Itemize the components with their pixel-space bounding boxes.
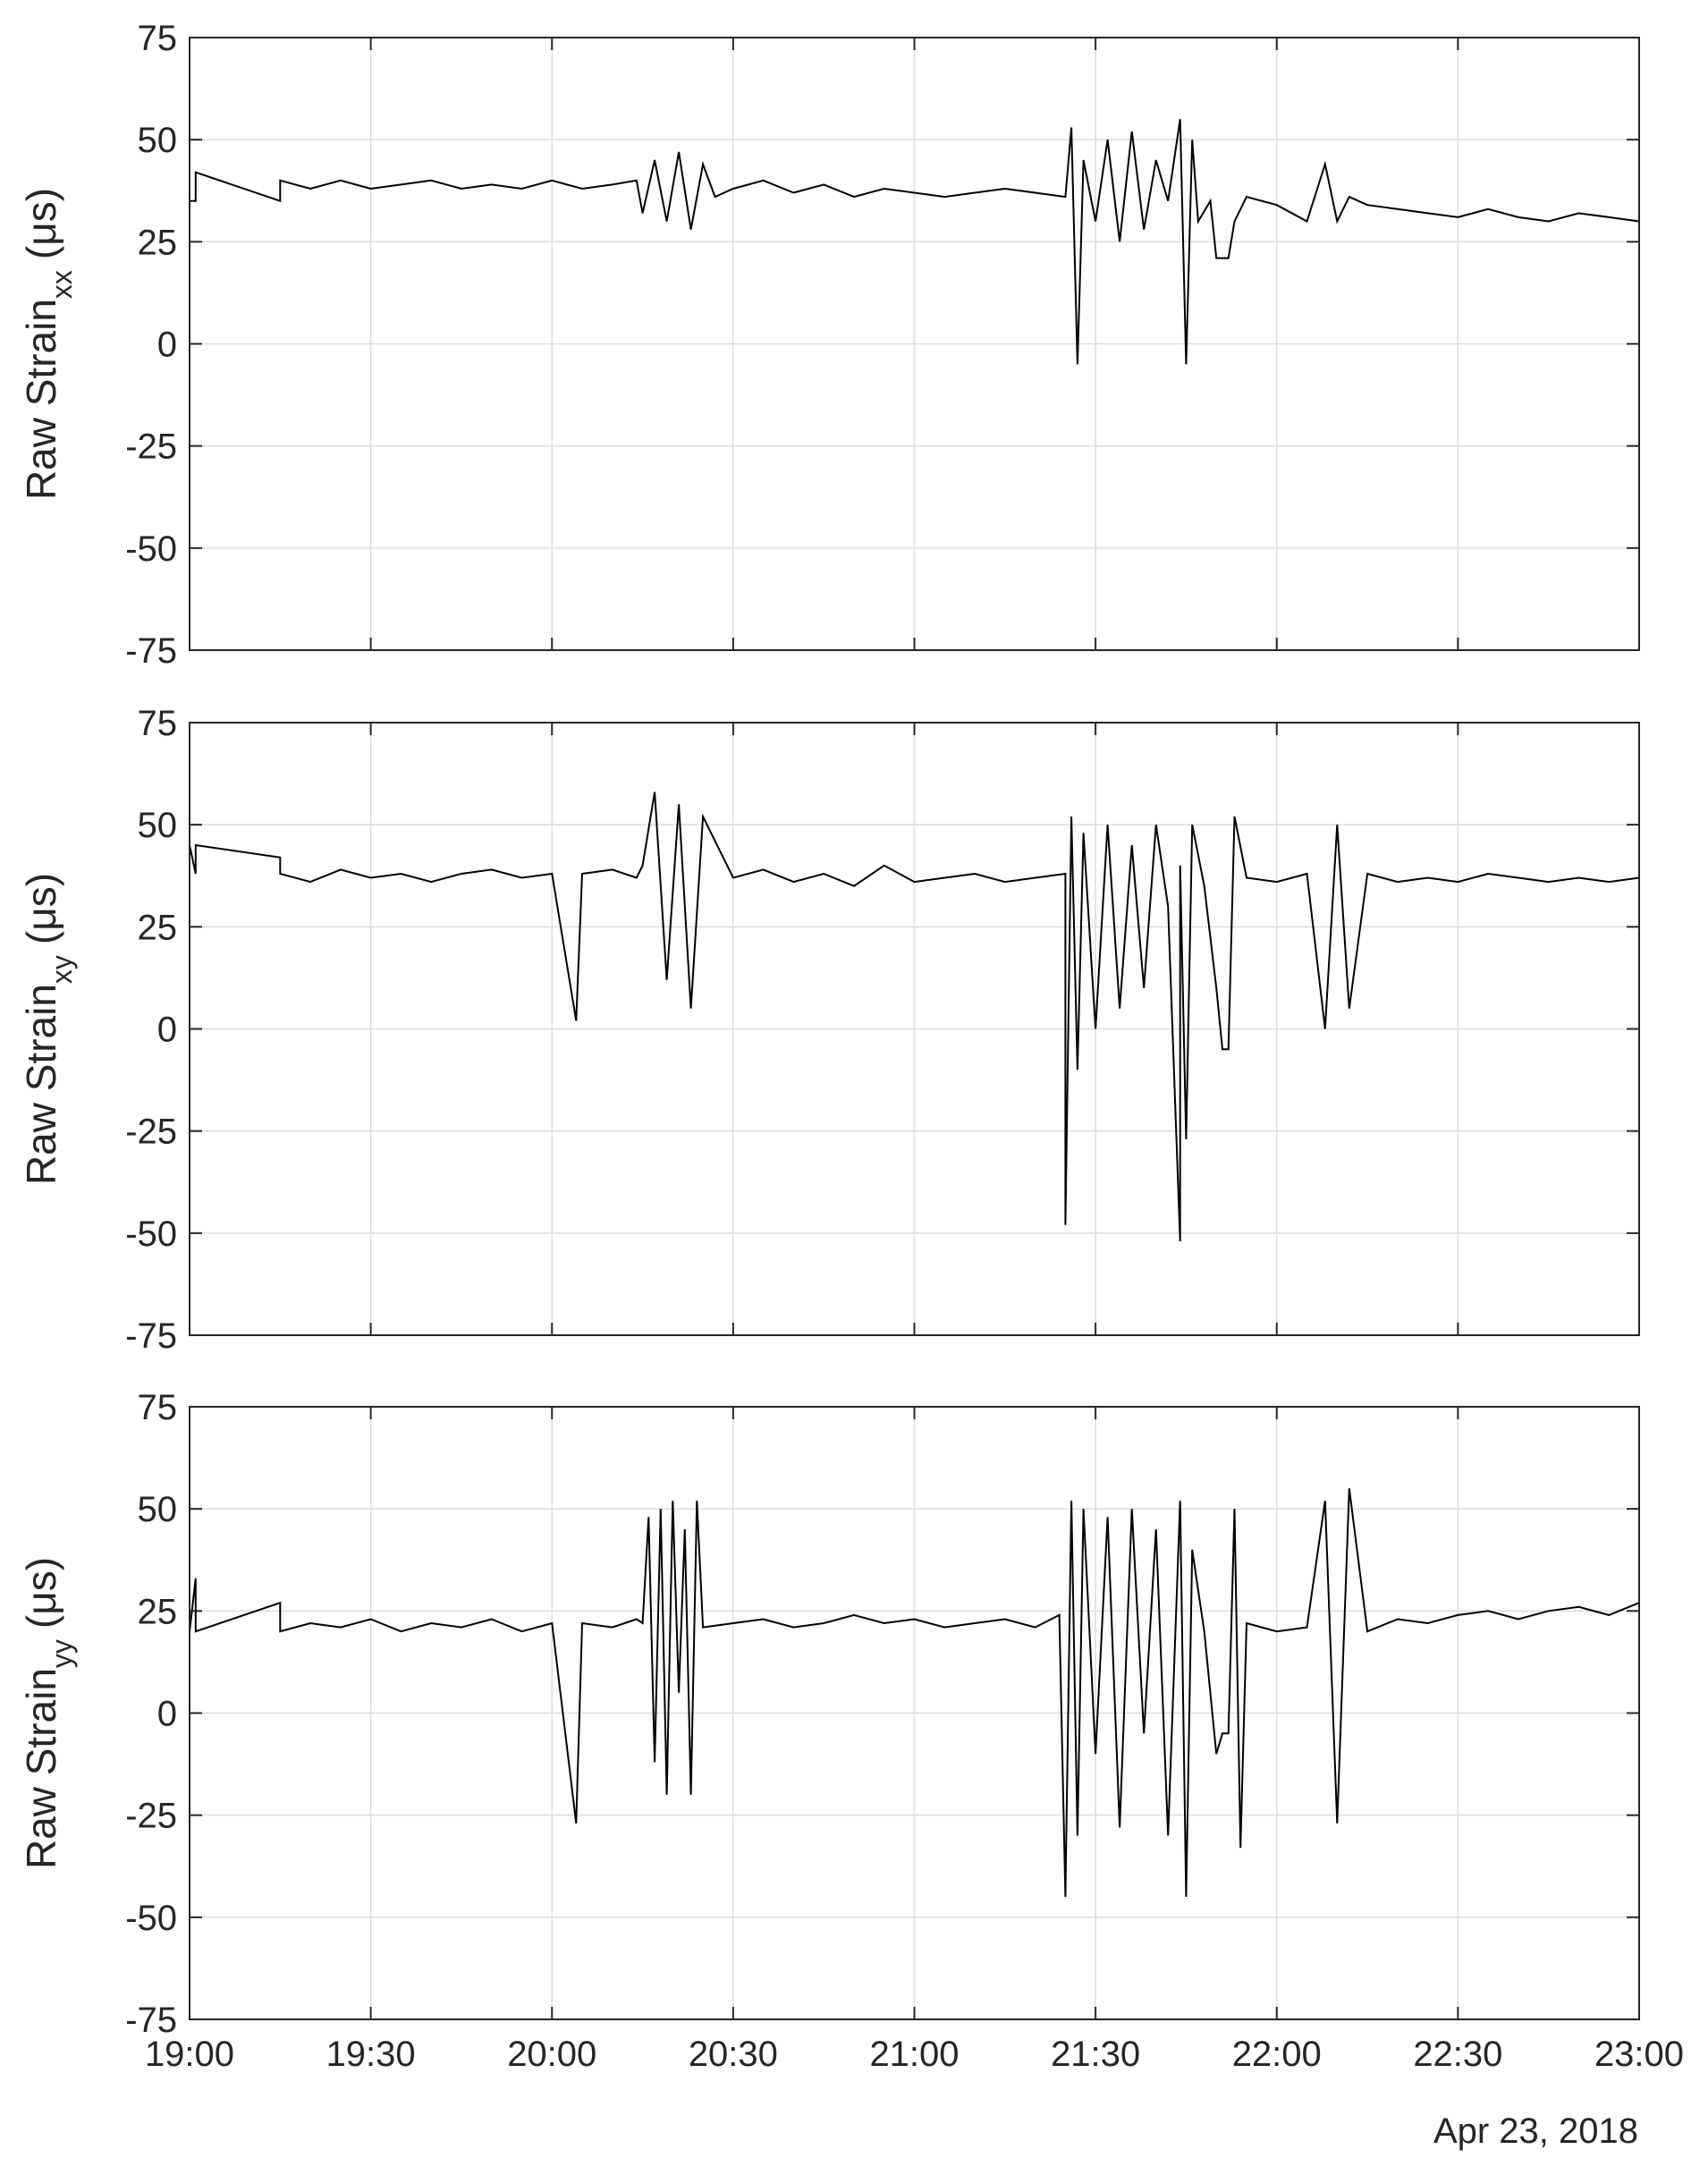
y-tick-label: 0 bbox=[157, 1011, 177, 1050]
y-axis-label: Raw Strainxx (μs) bbox=[18, 188, 78, 500]
y-tick-label: -25 bbox=[125, 427, 177, 467]
y-axis-label-unit: (μs) bbox=[18, 1557, 64, 1629]
x-tick-label: 19:30 bbox=[326, 2035, 416, 2074]
y-axis-label-unit: (μs) bbox=[18, 873, 64, 944]
panel-xy: 75 50 25 0 -25 -50 -75 Raw Strainxy (μs) bbox=[18, 704, 1640, 1356]
x-tick-label: 20:30 bbox=[689, 2035, 778, 2074]
x-tick-label: 21:00 bbox=[869, 2035, 959, 2074]
y-axis-label-sub: yy bbox=[46, 1639, 78, 1668]
y-tick-label: 75 bbox=[138, 19, 178, 58]
y-axis-label-sub: xy bbox=[46, 955, 78, 984]
y-tick-label: 0 bbox=[157, 326, 177, 365]
y-axis-label-sub: xx bbox=[46, 270, 78, 299]
y-tick-label: 0 bbox=[157, 1695, 177, 1734]
x-tick-label: 22:00 bbox=[1232, 2035, 1322, 2074]
series-line-xx bbox=[190, 119, 1640, 365]
y-tick-label: 50 bbox=[138, 806, 178, 845]
y-tick-label: 75 bbox=[138, 704, 178, 743]
y-axis-label: Raw Strainyy (μs) bbox=[18, 1557, 78, 1869]
y-tick-label: -75 bbox=[125, 1316, 177, 1356]
y-tick-label: -75 bbox=[125, 631, 177, 671]
y-tick-label: -75 bbox=[125, 2001, 177, 2040]
y-tick-label: 25 bbox=[138, 1592, 178, 1631]
x-tick-label: 22:30 bbox=[1413, 2035, 1502, 2074]
y-axis-label: Raw Strainxy (μs) bbox=[18, 873, 78, 1185]
y-tick-label: -50 bbox=[125, 1899, 177, 1938]
x-tick-label: 20:00 bbox=[507, 2035, 596, 2074]
series-line-xy bbox=[189, 791, 1640, 1242]
y-tick-label: 50 bbox=[138, 1490, 178, 1529]
x-tick-label: 21:30 bbox=[1051, 2035, 1140, 2074]
y-tick-label: -25 bbox=[125, 1113, 177, 1152]
y-axis-label-unit: (μs) bbox=[18, 188, 64, 259]
y-axis-label-main: Raw Strain bbox=[18, 299, 64, 500]
y-tick-label: 75 bbox=[138, 1388, 178, 1427]
panel-xx: 75 50 25 0 -25 -50 -75 Raw Strainxx (μs) bbox=[18, 19, 1640, 671]
x-tick-label: 23:00 bbox=[1594, 2035, 1684, 2074]
y-axis-label-main: Raw Strain bbox=[18, 1668, 64, 1869]
y-tick-label: -50 bbox=[125, 1214, 177, 1254]
y-tick-label: 25 bbox=[138, 908, 178, 947]
y-tick-label: -50 bbox=[125, 529, 177, 569]
y-axis-label-main: Raw Strain bbox=[18, 984, 64, 1185]
date-label: Apr 23, 2018 bbox=[1433, 2112, 1638, 2151]
y-tick-label: 25 bbox=[138, 223, 178, 262]
x-tick-label: 19:00 bbox=[145, 2035, 234, 2074]
y-tick-label: 50 bbox=[138, 121, 178, 160]
y-tick-label: -25 bbox=[125, 1797, 177, 1836]
